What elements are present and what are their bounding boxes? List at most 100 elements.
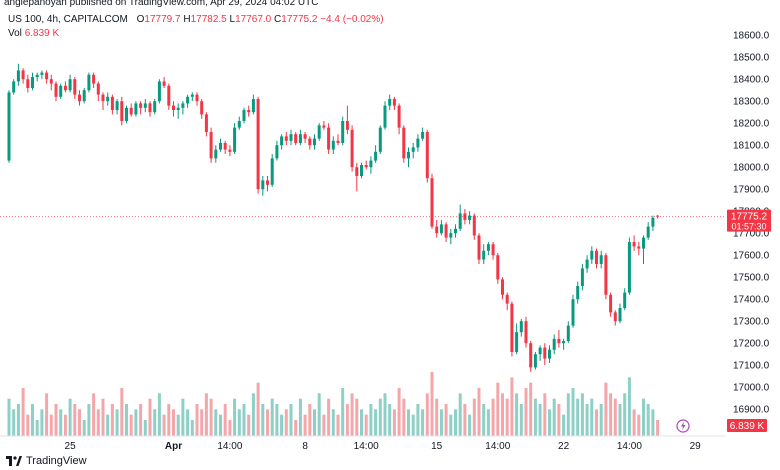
candle-body bbox=[21, 70, 25, 80]
candle-body bbox=[289, 134, 293, 141]
volume-bar bbox=[407, 409, 410, 436]
candle-body bbox=[524, 321, 528, 344]
volume-bar bbox=[533, 398, 537, 436]
candle bbox=[115, 99, 119, 115]
candle bbox=[623, 288, 627, 311]
volume-bar bbox=[557, 404, 561, 436]
volume-bar bbox=[571, 388, 575, 436]
volume-bar bbox=[303, 414, 307, 436]
volume-bar bbox=[519, 404, 523, 436]
candle-body bbox=[439, 224, 443, 234]
candle-body bbox=[642, 237, 645, 249]
volume-bar bbox=[63, 414, 67, 436]
x-axis: 25 Apr 14:00 8 14:00 15 14:00 22 14:00 29 bbox=[65, 441, 702, 452]
candle-body bbox=[519, 321, 523, 333]
candle-body bbox=[327, 127, 331, 150]
candle-body bbox=[501, 279, 504, 295]
volume-bar bbox=[49, 414, 53, 436]
volume-bar bbox=[87, 404, 91, 436]
y-tick-label: 18000.0 bbox=[733, 163, 770, 174]
candle bbox=[604, 253, 608, 300]
candle-body bbox=[68, 79, 72, 91]
candle-body bbox=[313, 138, 316, 146]
candle bbox=[275, 140, 279, 161]
volume-bar bbox=[411, 414, 415, 436]
volume-bar bbox=[59, 409, 63, 436]
candle-body bbox=[360, 165, 363, 176]
candle bbox=[16, 63, 20, 86]
candle-body bbox=[482, 250, 486, 260]
volume-bar bbox=[16, 404, 20, 436]
volume-bar bbox=[458, 393, 462, 436]
volume-bar bbox=[92, 393, 96, 436]
candle-body bbox=[416, 138, 420, 148]
candle bbox=[172, 101, 175, 117]
candle-body bbox=[543, 347, 547, 359]
volume-bar bbox=[54, 404, 58, 436]
candle bbox=[21, 68, 25, 84]
candle-body bbox=[599, 255, 603, 264]
volume-bar bbox=[613, 398, 617, 436]
candle-body bbox=[378, 127, 382, 152]
y-tick-label: 17300.0 bbox=[733, 317, 770, 328]
candle bbox=[148, 101, 152, 117]
candle-body bbox=[510, 303, 514, 352]
candle bbox=[78, 90, 81, 106]
volume-bar bbox=[623, 393, 627, 436]
candle-body bbox=[298, 134, 302, 143]
volume-bar bbox=[486, 409, 490, 436]
tradingview-logo[interactable]: TradingView bbox=[6, 455, 87, 467]
legend-vol-value: 6.839 K bbox=[24, 28, 60, 39]
candle bbox=[110, 94, 114, 115]
candle bbox=[139, 101, 143, 115]
candles bbox=[7, 63, 660, 372]
volume-bar bbox=[204, 393, 208, 436]
volume-bar bbox=[322, 414, 326, 436]
candle bbox=[590, 246, 594, 264]
candle-body bbox=[552, 338, 556, 350]
volume-bar bbox=[331, 409, 335, 436]
volume-bar bbox=[327, 398, 331, 436]
candle-body bbox=[374, 151, 378, 161]
candle bbox=[270, 154, 274, 187]
volume-bar bbox=[421, 409, 425, 436]
candle-body bbox=[421, 132, 425, 139]
volume-bar bbox=[157, 393, 161, 436]
x-tick-label: Apr bbox=[165, 441, 182, 452]
volume-bar bbox=[416, 404, 420, 436]
candle bbox=[49, 74, 53, 91]
volume-bar bbox=[223, 404, 227, 436]
x-tick-label: 22 bbox=[558, 441, 570, 452]
candle bbox=[496, 253, 500, 284]
candle-body bbox=[143, 103, 147, 108]
candle bbox=[646, 222, 650, 240]
candle bbox=[200, 99, 204, 119]
volume-bar bbox=[247, 414, 251, 436]
y-tick-label: 17900.0 bbox=[733, 185, 770, 196]
candle-body bbox=[369, 160, 373, 168]
candle-body bbox=[562, 341, 566, 344]
candle bbox=[68, 74, 72, 93]
y-tick-label: 18300.0 bbox=[733, 97, 770, 108]
candle bbox=[533, 352, 537, 370]
y-tick-label: 18600.0 bbox=[733, 31, 770, 42]
candle-body bbox=[331, 140, 335, 150]
candle-body bbox=[571, 299, 575, 326]
candle bbox=[12, 79, 16, 95]
axis-badges: 17775.201:57:30 6.839 K bbox=[676, 209, 771, 433]
candle-body bbox=[228, 149, 232, 152]
candle-body bbox=[280, 136, 284, 146]
volume-bar bbox=[515, 393, 519, 436]
volume-bar bbox=[468, 414, 472, 436]
candle-body bbox=[618, 308, 622, 322]
candle-body bbox=[214, 149, 218, 159]
candle bbox=[632, 235, 636, 251]
candle bbox=[548, 345, 551, 363]
candle bbox=[73, 77, 77, 99]
volume-bar bbox=[595, 409, 598, 436]
lightning-bolt-icon bbox=[681, 421, 686, 431]
candle bbox=[383, 101, 387, 130]
volume-bar bbox=[82, 420, 86, 436]
candle-body bbox=[59, 85, 63, 97]
